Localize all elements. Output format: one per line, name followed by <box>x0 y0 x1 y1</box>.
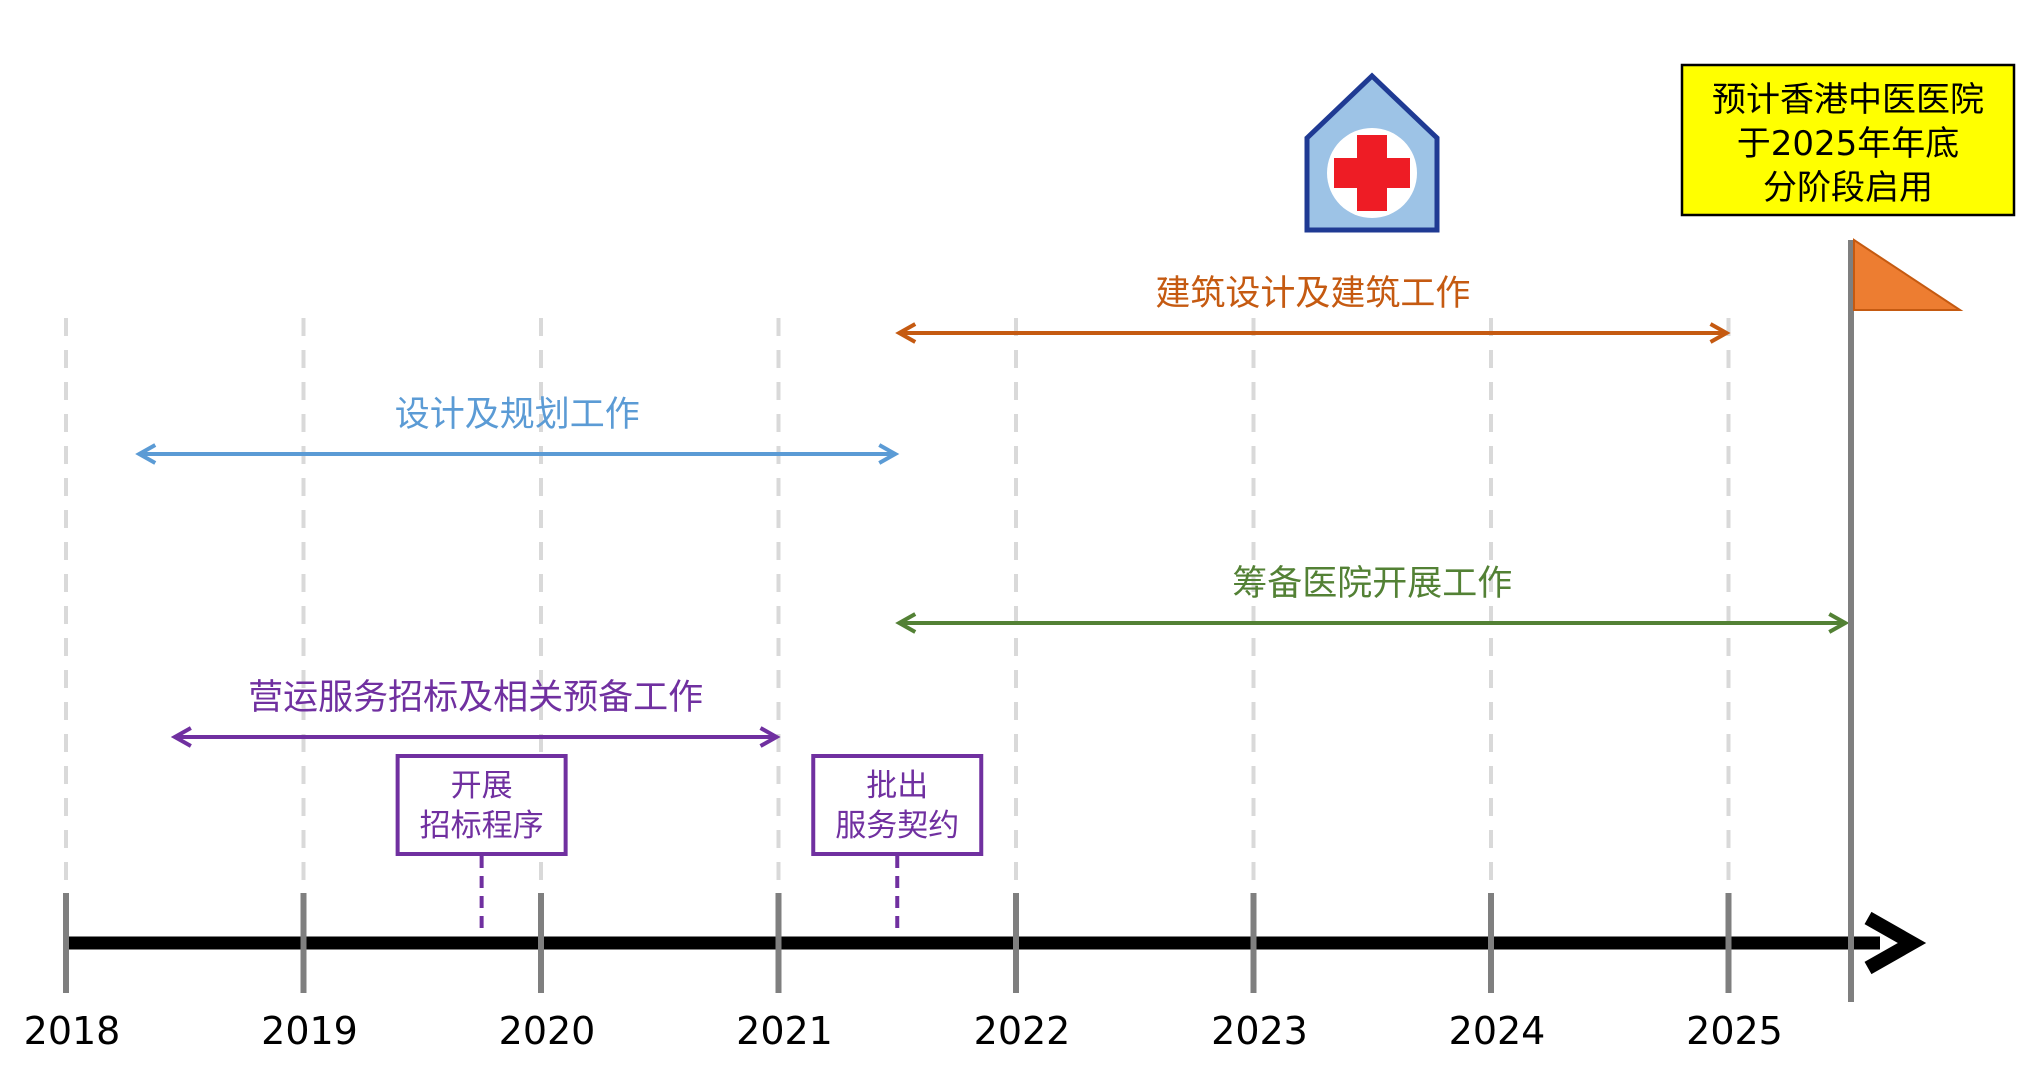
event-label-line: 服务契约 <box>835 808 959 844</box>
phase-arrow-end <box>759 726 781 748</box>
phase-label: 筹备医院开展工作 <box>1232 564 1512 604</box>
milestone-line-1: 预计香港中医医院 <box>1712 80 1984 120</box>
phase-construction: 建筑设计及建筑工作 <box>895 274 1731 344</box>
milestone-box: 预计香港中医医院 于2025年年底 分阶段启用 <box>1680 63 2016 217</box>
phase-operation-tender: 营运服务招标及相关预备工作 <box>170 678 781 748</box>
phase-design-planning: 设计及规划工作 <box>135 395 900 465</box>
year-label-2025: 2025 <box>1686 1009 1783 1053</box>
phase-arrow-start <box>895 612 917 634</box>
completion-flag <box>1848 238 1964 1002</box>
phase-arrow-start <box>170 726 192 748</box>
phase-hospital-preparation: 筹备医院开展工作 <box>895 564 1850 634</box>
phase-arrow-start <box>135 443 157 465</box>
year-label-2018: 2018 <box>24 1009 121 1053</box>
event-label-line: 批出 <box>866 768 928 804</box>
phase-label: 设计及规划工作 <box>395 395 640 435</box>
year-ticks <box>63 893 1732 993</box>
milestone-line-3: 分阶段启用 <box>1763 168 1933 208</box>
phase-arrow-end <box>1828 612 1850 634</box>
phase-arrow-end <box>1709 322 1731 344</box>
year-label-2020: 2020 <box>499 1009 596 1053</box>
event-label-line: 开展 <box>451 768 513 804</box>
event-box <box>395 754 568 856</box>
hospital-icon <box>1304 72 1440 233</box>
year-label-2019: 2019 <box>261 1009 358 1053</box>
year-label-2023: 2023 <box>1211 1009 1308 1053</box>
year-label-2021: 2021 <box>736 1009 833 1053</box>
year-label-2024: 2024 <box>1449 1009 1546 1053</box>
phase-label: 建筑设计及建筑工作 <box>1155 274 1470 314</box>
timeline-axis-arrowhead <box>1864 911 1927 975</box>
year-labels: 2018 2019 2020 2021 2022 2023 2024 2025 <box>24 1009 1783 1053</box>
phase-arrow-start <box>895 322 917 344</box>
phase-label: 营运服务招标及相关预备工作 <box>248 678 703 718</box>
milestone-line-2: 于2025年年底 <box>1737 124 1960 164</box>
year-label-2022: 2022 <box>974 1009 1071 1053</box>
event-box <box>811 754 984 856</box>
phase-arrow-end <box>878 443 900 465</box>
event-label-line: 招标程序 <box>420 808 544 844</box>
